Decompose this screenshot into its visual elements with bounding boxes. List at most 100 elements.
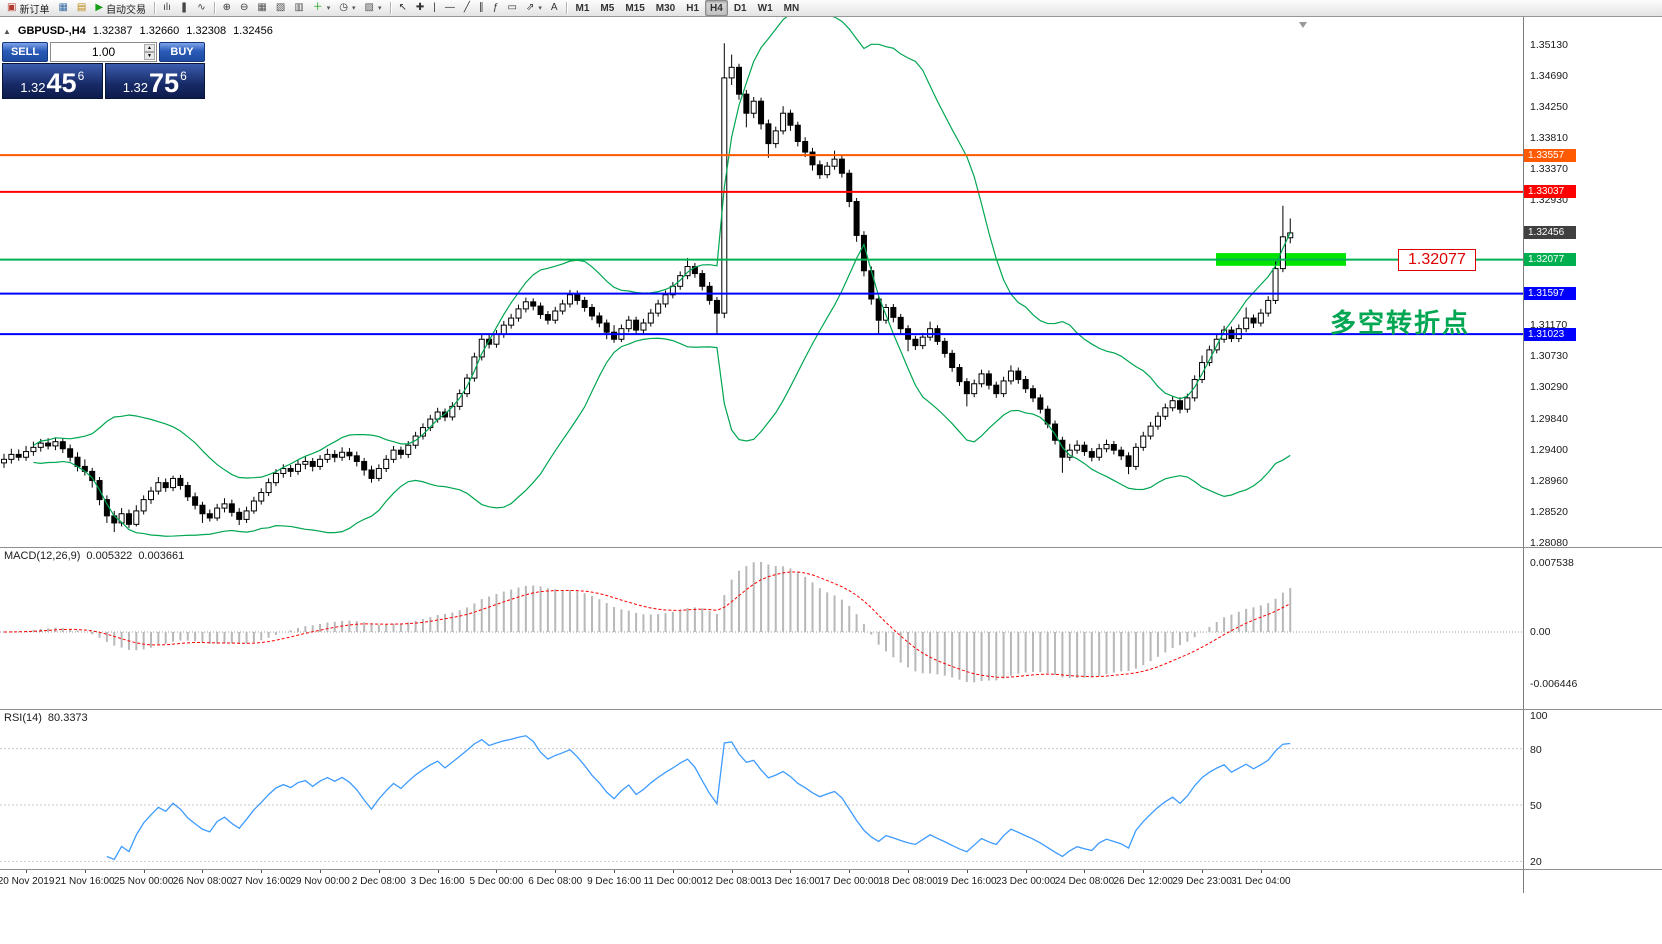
time-axis-label: 17 Dec 00:00	[819, 876, 880, 887]
cursor-button[interactable]: ↖	[395, 0, 411, 17]
time-axis-tick	[437, 869, 439, 873]
indicators-button[interactable]: ＋ ▾	[309, 0, 335, 17]
candlestick-chart-button[interactable]: ❚	[176, 0, 192, 17]
navigator-button[interactable]: ▤	[73, 0, 90, 17]
macd-histogram	[10, 562, 1292, 683]
price-axis-label: 1.33370	[1530, 163, 1568, 176]
price-chart-canvas[interactable]	[0, 17, 1523, 547]
dropdown-caret-icon: ▾	[377, 5, 382, 12]
periods-button[interactable]: ◷ ▾	[335, 0, 359, 17]
tile-windows-icon: ▦	[257, 2, 267, 13]
rsi-pane: RSI(14) 80.3373	[0, 709, 1523, 869]
candlestick-chart-icon: ❚	[179, 2, 189, 13]
autotrading-button[interactable]: ▶ 自动交易	[91, 0, 150, 17]
timeframe-d1[interactable]: D1	[733, 2, 747, 14]
arrows-button[interactable]: ⇗ ▾	[522, 0, 546, 17]
time-axis-tick	[26, 869, 28, 873]
dropdown-caret-icon: ▾	[326, 5, 331, 12]
arrange-windows-button[interactable]: ▥	[290, 0, 307, 17]
bar-chart-button[interactable]: ılı	[159, 0, 175, 17]
buy-button[interactable]: BUY	[159, 42, 205, 62]
time-axis-label: 24 Dec 08:00	[1054, 876, 1115, 887]
zoom-in-button[interactable]: ⊕	[219, 0, 235, 17]
new-order-icon: ▣	[7, 2, 17, 13]
cursor-icon: ↖	[398, 2, 407, 13]
market-watch-button[interactable]: ▦	[54, 0, 71, 17]
price-axis[interactable]: 1.35130 1.34690 1.34250 1.33810 1.33370 1.329…	[1523, 17, 1662, 893]
crosshair-button[interactable]: ✚	[412, 0, 428, 17]
macd-label: MACD(12,26,9) 0.005322 0.003661	[4, 550, 184, 562]
sell-price-pipette: 6	[77, 69, 85, 83]
chart-ohlc-label: ▲ GBPUSD-,H4 1.32387 1.32660 1.32308 1.3…	[3, 25, 273, 37]
price-axis-label: 1.34250	[1530, 101, 1568, 114]
price-badge: 1.31023	[1524, 327, 1576, 341]
price-badge: 1.32077	[1524, 253, 1576, 267]
timeframe-w1[interactable]: W1	[757, 2, 773, 14]
timeframe-h4[interactable]: H4	[705, 0, 728, 16]
time-axis-tick	[555, 869, 557, 873]
sell-price-display[interactable]: 1.32 45 6	[2, 63, 103, 99]
lot-size-input[interactable]: 1.00 ▲ ▼	[50, 42, 157, 62]
time-axis-label: 12 Dec 08:00	[701, 876, 762, 887]
time-axis-tick	[966, 869, 968, 873]
price-level-label[interactable]: 1.32077	[1398, 249, 1476, 271]
crosshair-icon: ✚	[415, 2, 425, 13]
trendline-button[interactable]: ╱	[460, 0, 474, 17]
text-button[interactable]: A	[547, 0, 562, 17]
lot-decrease-button[interactable]: ▼	[144, 52, 155, 60]
price-axis-label: 1.29840	[1530, 412, 1568, 425]
vertical-line-button[interactable]: |	[429, 0, 440, 17]
channel-button[interactable]: ∥	[475, 0, 488, 17]
timeframe-h1[interactable]: H1	[686, 2, 700, 14]
buy-price-prefix: 1.32	[122, 80, 149, 95]
close-value: 1.32456	[233, 25, 273, 37]
shapes-button[interactable]: ▭	[503, 0, 520, 17]
tile-windows-button[interactable]: ▦	[253, 0, 270, 17]
buy-price-display[interactable]: 1.32 75 6	[104, 63, 205, 99]
time-axis-label: 6 Dec 08:00	[528, 876, 583, 887]
arrange-windows-icon: ▥	[294, 2, 304, 13]
sell-button[interactable]: SELL	[2, 42, 48, 62]
horizontal-line-button[interactable]: —	[441, 0, 459, 17]
pane-separator[interactable]	[0, 547, 1662, 548]
time-axis-label: 31 Dec 04:00	[1231, 876, 1291, 887]
templates-button[interactable]: ▨ ▾	[361, 0, 386, 17]
pane-separator[interactable]	[0, 709, 1662, 710]
navigator-icon: ▤	[76, 2, 87, 13]
timeframe-mn[interactable]: MN	[783, 2, 800, 14]
zoom-in-icon: ⊕	[222, 2, 232, 13]
toolbar-separator	[154, 2, 156, 14]
macd-axis-label: 0.00	[1530, 626, 1551, 638]
text-icon: A	[550, 2, 558, 13]
autotrading-button-label: 自动交易	[106, 4, 147, 16]
timeframe-m30[interactable]: M30	[655, 2, 676, 14]
cascade-windows-button[interactable]: ▧	[272, 0, 289, 17]
macd-signal-value: 0.003661	[138, 550, 185, 562]
dropdown-caret-icon: ▾	[538, 5, 542, 12]
pivot-annotation-text[interactable]: 多空转折点	[1330, 308, 1471, 338]
time-axis[interactable]: 20 Nov 2019 21 Nov 16:00 25 Nov 00:00 26 No…	[0, 869, 1523, 893]
rsi-canvas[interactable]	[0, 709, 1523, 869]
bar-chart-icon: ılı	[163, 2, 171, 13]
line-chart-button[interactable]: ∿	[193, 0, 209, 17]
time-axis-label: 3 Dec 16:00	[410, 876, 465, 887]
timeframe-m5[interactable]: M5	[600, 2, 615, 14]
one-click-trading-panel: SELL 1.00 ▲ ▼ BUY 1.32 45 6 1.32 75 6	[2, 42, 205, 99]
macd-canvas[interactable]	[0, 547, 1523, 709]
new-order-button-label: 新订单	[19, 4, 50, 16]
bollinger-lower-band	[33, 242, 1291, 537]
timeframe-m15[interactable]: M15	[625, 2, 645, 14]
chart-shift-marker-icon[interactable]	[1299, 22, 1307, 28]
toolbar: ▣ 新订单 ▦ ▤ ▶ 自动交易 ılı ❚ ∿ ⊕ ⊖ ▦ ▧ ▥ ＋ ▾ ◷ ▾ ▨ ▾ ↖ ✚ | — ╱ ∥ ƒ ▭ ⇗ ▾ A M1…	[0, 0, 1662, 17]
pane-separator	[0, 869, 1662, 870]
lot-increase-button[interactable]: ▲	[144, 44, 155, 52]
new-order-button[interactable]: ▣ 新订单	[3, 0, 53, 17]
panel-collapse-arrow-icon[interactable]: ▲	[3, 26, 11, 36]
fibonacci-button[interactable]: ƒ	[489, 0, 503, 17]
timeframe-m1[interactable]: M1	[575, 2, 590, 14]
zoom-out-button[interactable]: ⊖	[236, 0, 252, 17]
time-axis-tick	[672, 869, 674, 873]
price-axis-label: 1.28960	[1530, 474, 1568, 487]
macd-name: MACD(12,26,9)	[4, 550, 81, 562]
